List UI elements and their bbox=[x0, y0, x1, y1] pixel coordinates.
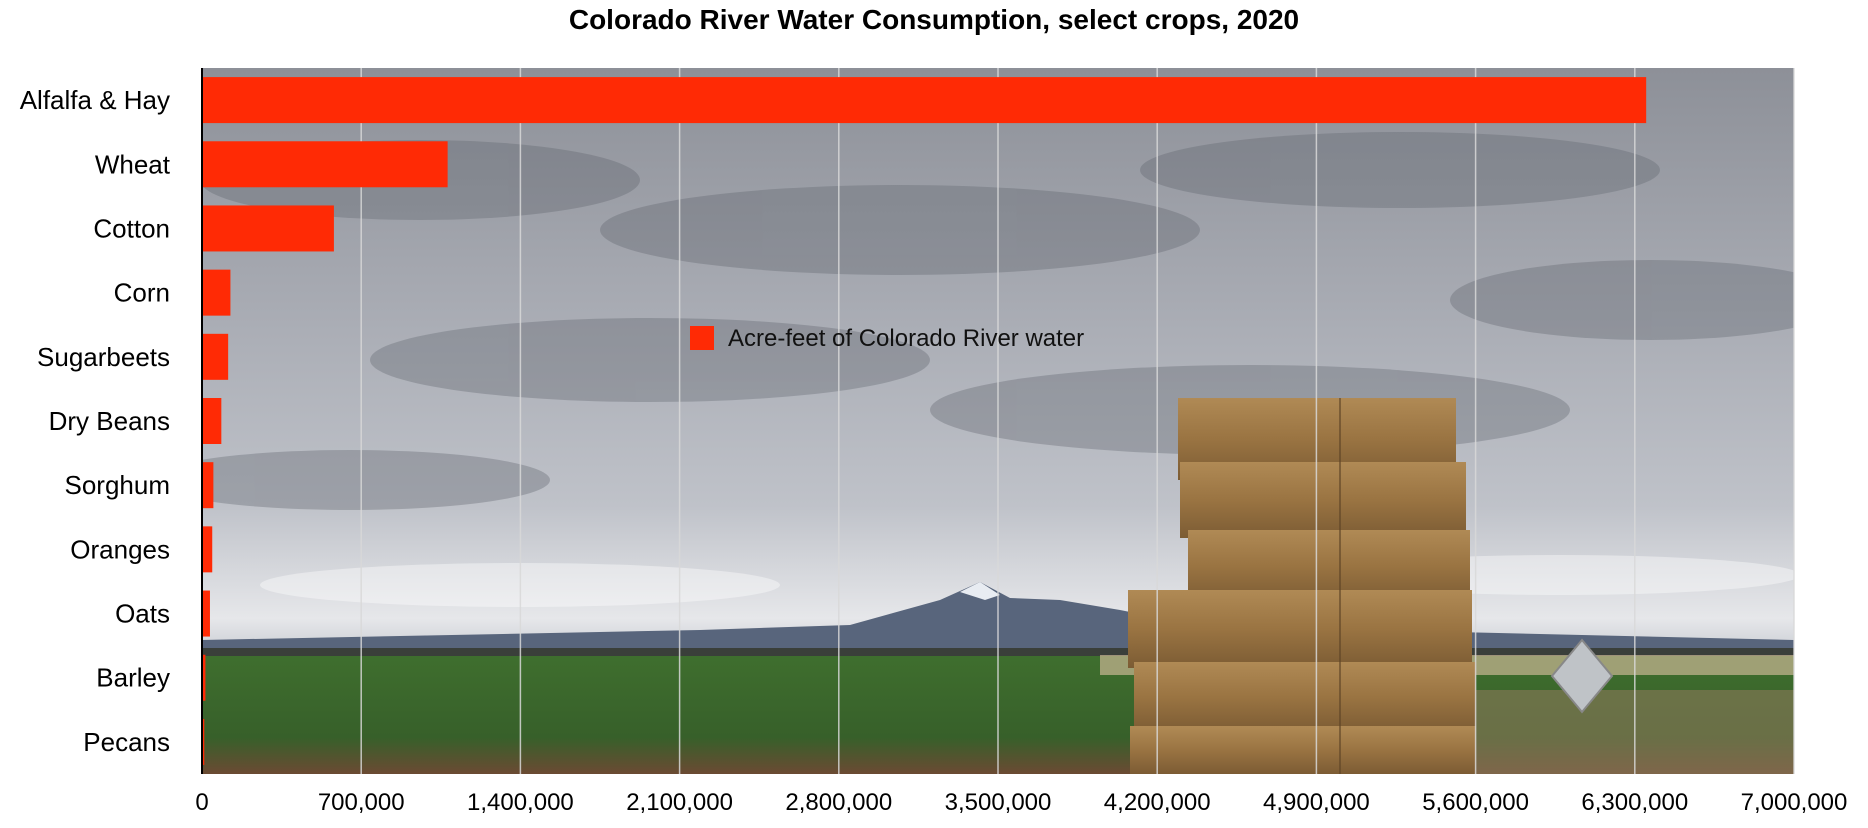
chart-title: Colorado River Water Consumption, select… bbox=[568, 4, 1300, 35]
category-label: Corn bbox=[114, 278, 170, 308]
category-label: Oats bbox=[115, 599, 170, 629]
x-tick-label: 0 bbox=[195, 789, 208, 816]
bar-corn bbox=[202, 269, 231, 316]
bar-sorghum bbox=[202, 462, 214, 509]
x-tick-label: 7,000,000 bbox=[1741, 789, 1848, 816]
category-label: Sorghum bbox=[65, 470, 171, 500]
category-label: Wheat bbox=[95, 149, 171, 179]
bar-sugarbeets bbox=[202, 333, 229, 380]
bar-dry-beans bbox=[202, 398, 222, 444]
legend-label: Acre-feet of Colorado River water bbox=[728, 325, 1084, 352]
x-tick-label: 700,000 bbox=[318, 789, 405, 816]
category-label: Sugarbeets bbox=[37, 342, 170, 372]
category-label: Pecans bbox=[83, 727, 170, 757]
category-label: Oranges bbox=[70, 534, 170, 564]
bar-barley bbox=[202, 654, 206, 701]
legend-swatch bbox=[690, 326, 714, 350]
x-tick-label: 4,200,000 bbox=[1104, 789, 1211, 816]
bar-cotton bbox=[202, 205, 334, 252]
x-tick-label: 1,400,000 bbox=[467, 789, 574, 816]
x-tick-label: 3,500,000 bbox=[945, 789, 1052, 816]
x-tick-label: 5,600,000 bbox=[1422, 789, 1529, 816]
bar-oranges bbox=[202, 526, 213, 573]
bar-oats bbox=[202, 590, 210, 637]
x-tick-label: 2,800,000 bbox=[785, 789, 892, 816]
x-tick-label: 6,300,000 bbox=[1581, 789, 1688, 816]
category-label: Dry Beans bbox=[49, 406, 170, 436]
bar-wheat bbox=[202, 141, 448, 188]
category-label: Barley bbox=[96, 663, 170, 693]
x-tick-label: 2,100,000 bbox=[626, 789, 733, 816]
category-label: Alfalfa & Hay bbox=[20, 85, 170, 115]
legend: Acre-feet of Colorado River water bbox=[690, 325, 1084, 352]
bar-pecans bbox=[202, 718, 205, 765]
x-tick-label: 4,900,000 bbox=[1263, 789, 1370, 816]
category-label: Cotton bbox=[93, 213, 170, 243]
bar-alfalfa-hay bbox=[202, 77, 1647, 124]
